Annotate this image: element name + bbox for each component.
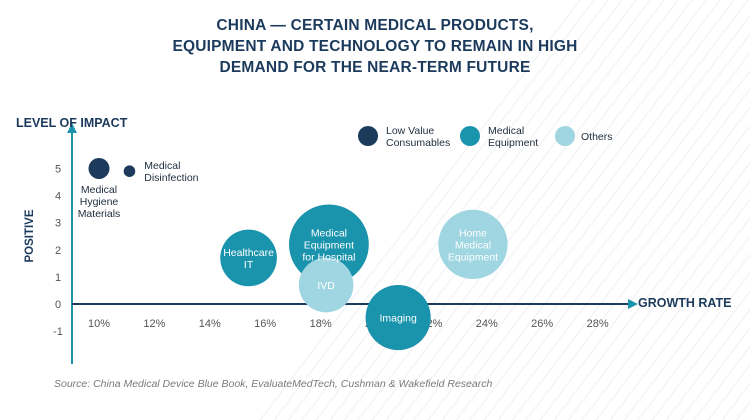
bubble-label-home-medical-equipment: Home Medical Equipment [448, 227, 498, 263]
bubble-label-medical-disinfection: Medical Disinfection [144, 160, 198, 184]
bubble-label-ivd: IVD [317, 280, 335, 292]
x-axis-arrowhead [628, 299, 638, 309]
legend-swatch-low-value-consumables [358, 126, 378, 146]
y-axis-title: LEVEL OF IMPACT [16, 116, 128, 130]
bubble-medical-disinfection [123, 165, 136, 177]
x-tick-label: 16% [254, 318, 276, 330]
y-tick-label: 5 [55, 164, 61, 176]
legend-swatch-medical-equipment [460, 126, 480, 146]
x-tick-label: 14% [199, 318, 221, 330]
y-tick-label: 2 [55, 245, 61, 257]
legend-label-low-value-consumables: Low Value Consumables [386, 125, 450, 149]
y-tick-label: 1 [55, 272, 61, 284]
legend-label-medical-equipment: Medical Equipment [488, 125, 538, 149]
x-tick-label: 18% [310, 318, 332, 330]
x-tick-label: 10% [88, 318, 110, 330]
bubble-healthcare-it [220, 229, 277, 287]
bubble-medical-hygiene-materials [88, 158, 110, 179]
y-tick-label: 0 [55, 299, 61, 311]
bubble-home-medical-equipment [438, 209, 508, 280]
chart-title-line-1: CHINA — CERTAIN MEDICAL PRODUCTS, [216, 17, 534, 34]
y-tick-label: -1 [53, 326, 63, 338]
bubble-label-healthcare-it: Healthcare IT [223, 247, 274, 271]
chart-title-line-2: EQUIPMENT AND TECHNOLOGY TO REMAIN IN HI… [172, 38, 578, 55]
bubble-ivd [298, 257, 354, 313]
x-axis-title: GROWTH RATE [638, 296, 732, 310]
y-axis-side-label: POSITIVE [24, 209, 36, 262]
x-tick-label: 28% [587, 318, 609, 330]
y-tick-label: 3 [55, 218, 61, 230]
legend-swatch-others [555, 126, 575, 146]
bubble-label-medical-equipment-for-hospital: Medical Equipment for Hospital [302, 227, 355, 263]
bubble-imaging [365, 285, 431, 351]
x-tick-label: 26% [531, 318, 553, 330]
x-tick-label: 12% [143, 318, 165, 330]
bubble-label-medical-hygiene-materials: Medical Hygiene Materials [78, 184, 121, 220]
chart-title-line-3: DEMAND FOR THE NEAR-TERM FUTURE [219, 59, 531, 76]
source-note: Source: China Medical Device Blue Book, … [54, 378, 493, 390]
bubble-label-imaging: Imaging [379, 313, 417, 325]
legend-label-others: Others [581, 131, 613, 143]
x-tick-label: 24% [476, 318, 498, 330]
y-tick-label: 4 [55, 191, 61, 203]
